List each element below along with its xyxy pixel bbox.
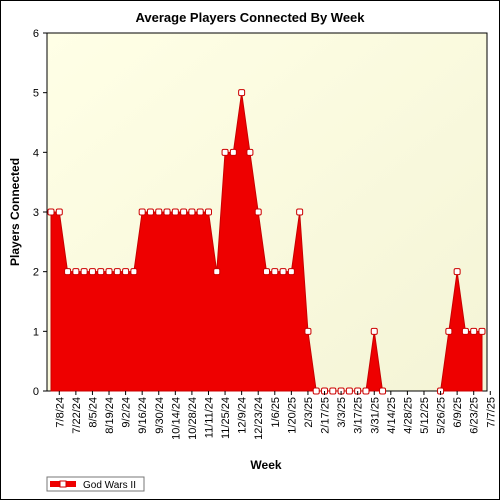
x-tick-label: 2/17/25 (320, 397, 332, 434)
data-point (113, 268, 121, 276)
y-tick-label: 6 (33, 28, 39, 40)
x-tick-label: 5/12/25 (419, 397, 431, 434)
x-tick-label: 8/5/24 (87, 397, 99, 428)
data-point (304, 327, 312, 335)
data-point (155, 208, 163, 216)
data-point (312, 387, 320, 395)
data-point (478, 327, 486, 335)
data-point (97, 268, 105, 276)
x-tick-label: 9/2/24 (121, 397, 133, 428)
data-point (461, 327, 469, 335)
data-point (238, 89, 246, 97)
data-point (296, 208, 304, 216)
y-tick-label: 5 (33, 88, 39, 100)
data-point (345, 387, 353, 395)
x-tick-label: 6/9/25 (452, 397, 464, 428)
x-tick-label: 5/26/25 (436, 397, 448, 434)
data-point (279, 268, 287, 276)
data-point (271, 268, 279, 276)
y-tick-label: 2 (33, 267, 39, 279)
data-point (362, 387, 370, 395)
x-tick-label: 11/11/24 (203, 397, 215, 438)
x-tick-label: 3/3/25 (336, 397, 348, 428)
data-point (55, 208, 63, 216)
data-point (470, 327, 478, 335)
x-tick-label: 4/28/25 (402, 397, 414, 434)
y-tick-label: 4 (33, 147, 39, 159)
data-point (130, 268, 138, 276)
x-tick-label: 11/25/24 (220, 397, 232, 439)
data-point (254, 208, 262, 216)
y-axis-title: Players Connected (8, 158, 22, 266)
y-tick-label: 0 (33, 386, 39, 398)
data-point (122, 268, 130, 276)
x-tick-label: 4/14/25 (386, 397, 398, 434)
data-point (370, 327, 378, 335)
x-tick-label: 10/28/24 (187, 397, 199, 440)
legend-marker (59, 480, 67, 488)
chart-title: Average Players Connected By Week (135, 10, 365, 25)
data-point (221, 148, 229, 156)
data-point (105, 268, 113, 276)
data-point (453, 268, 461, 276)
x-tick-label: 6/23/25 (469, 397, 481, 434)
x-tick-label: 8/19/24 (104, 397, 116, 434)
data-point (204, 208, 212, 216)
data-point (88, 268, 96, 276)
y-tick-label: 1 (33, 326, 39, 338)
data-point (379, 387, 387, 395)
series-area (439, 271, 483, 392)
x-tick-label: 12/9/24 (237, 397, 249, 434)
x-tick-label: 1/20/25 (286, 397, 298, 434)
y-tick-label: 3 (33, 207, 39, 219)
x-tick-label: 9/16/24 (137, 397, 149, 434)
data-point (445, 327, 453, 335)
x-axis-title: Week (250, 458, 281, 472)
x-tick-label: 10/14/24 (170, 397, 182, 440)
data-point (47, 208, 55, 216)
data-point (146, 208, 154, 216)
x-tick-label: 3/17/25 (353, 397, 365, 434)
data-point (64, 268, 72, 276)
x-tick-label: 1/6/25 (270, 397, 282, 428)
data-point (163, 208, 171, 216)
data-point (287, 268, 295, 276)
legend: God Wars II (46, 476, 145, 492)
legend-box (46, 476, 145, 492)
data-point (213, 268, 221, 276)
data-point (138, 208, 146, 216)
x-tick-label: 7/7/25 (485, 397, 497, 428)
x-tick-label: 9/30/24 (154, 397, 166, 434)
data-point (229, 148, 237, 156)
x-tick-label: 12/23/24 (253, 397, 265, 440)
data-point (72, 268, 80, 276)
data-point (246, 148, 254, 156)
x-tick-label: 7/8/24 (54, 397, 66, 428)
legend-label: God Wars II (83, 480, 136, 491)
data-point (188, 208, 196, 216)
x-tick-label: 3/31/25 (369, 397, 381, 434)
data-point (329, 387, 337, 395)
x-tick-label: 7/22/24 (71, 397, 83, 434)
data-point (263, 268, 270, 276)
data-point (171, 208, 179, 216)
data-point (196, 208, 204, 216)
data-point (180, 208, 188, 216)
data-point (80, 268, 88, 276)
x-tick-label: 2/3/25 (303, 397, 315, 428)
